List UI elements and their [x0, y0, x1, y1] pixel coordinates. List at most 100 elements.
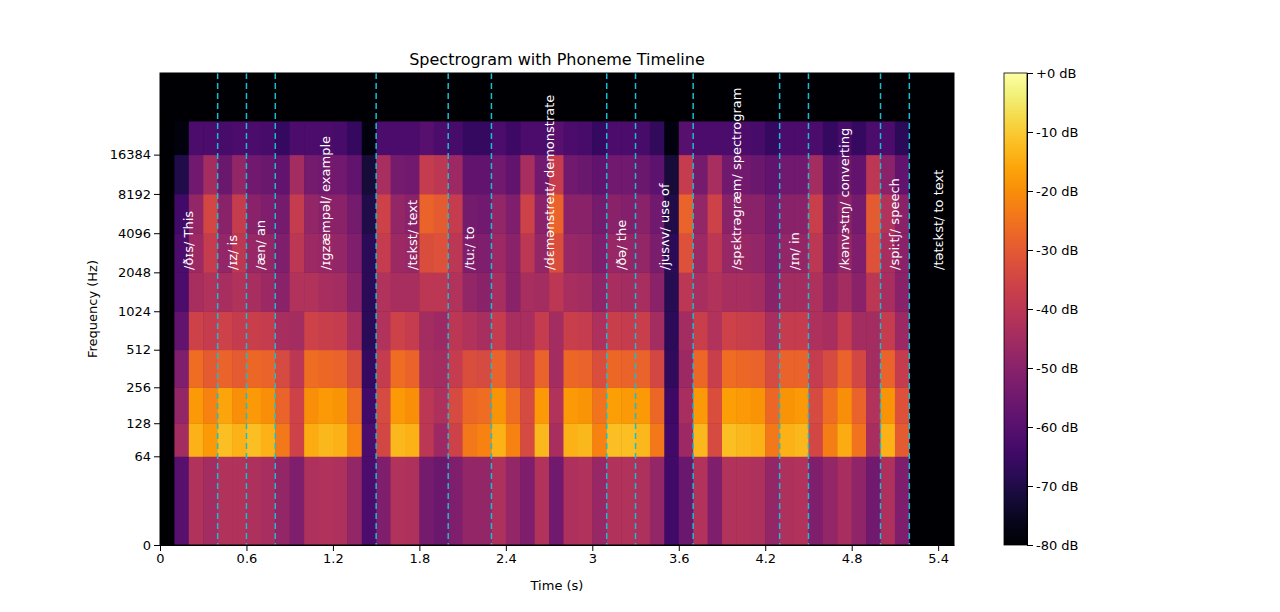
- spectrogram-cell: [391, 456, 406, 545]
- x-tick-label: 0: [156, 551, 164, 566]
- spectrogram-cell: [780, 387, 795, 423]
- spectrogram-cell: [174, 121, 189, 155]
- colorbar-tick: -40 dB: [1027, 302, 1079, 317]
- spectrogram-cell: [419, 387, 434, 423]
- x-tick: 3: [589, 545, 597, 566]
- spectrogram-cell: [549, 423, 564, 457]
- colorbar-axis: +0 dB-10 dB-20 dB-30 dB-40 dB-50 dB-60 d…: [1027, 66, 1079, 553]
- spectrogram-cell: [708, 233, 723, 273]
- spectrogram-cell: [405, 456, 420, 545]
- spectrogram-cell: [477, 387, 492, 423]
- spectrogram-cell: [751, 387, 766, 423]
- spectrogram-cell: [261, 456, 276, 545]
- spectrogram-cell: [347, 194, 362, 234]
- spectrogram-cell: [794, 155, 809, 195]
- spectrogram-cell: [664, 387, 679, 423]
- spectrogram-cell: [434, 194, 449, 234]
- spectrogram-cell: [376, 272, 391, 311]
- spectrogram-cell: [751, 456, 766, 545]
- spectrogram-cell: [347, 423, 362, 457]
- y-tick-mark: [154, 272, 160, 273]
- spectrogram-cell: [491, 121, 506, 155]
- spectrogram-cell: [419, 311, 434, 350]
- spectrogram-cell: [376, 350, 391, 388]
- spectrogram-cell: [592, 121, 607, 155]
- spectrogram-cell: [160, 121, 175, 155]
- spectrogram-cell: [650, 456, 665, 545]
- spectrogram-cell: [160, 233, 175, 273]
- spectrogram-cell: [765, 456, 780, 545]
- y-tick: 1024: [118, 304, 160, 319]
- colorbar-tick-label: -50 dB: [1036, 361, 1079, 376]
- spectrogram-cell: [837, 387, 852, 423]
- spectrogram-cell: [679, 272, 694, 311]
- x-tick-label: 4.8: [842, 551, 863, 566]
- spectrogram-cell: [319, 423, 334, 457]
- spectrogram-cell: [347, 155, 362, 195]
- spectrogram-cell: [376, 233, 391, 273]
- spectrogram-cell: [203, 194, 218, 234]
- spectrogram-cell: [938, 423, 953, 457]
- spectrogram-cell: [751, 121, 766, 155]
- spectrogram-cell: [304, 423, 319, 457]
- spectrogram-cell: [636, 456, 651, 545]
- colorbar-tick: -20 dB: [1027, 184, 1079, 199]
- spectrogram-cell: [909, 155, 924, 195]
- phoneme-label: /ðɪs/ This: [181, 211, 196, 270]
- spectrogram-cell: [506, 387, 521, 423]
- spectrogram-cell: [808, 194, 823, 234]
- spectrogram-cell: [679, 121, 694, 155]
- spectrogram-cell: [333, 272, 348, 311]
- spectrogram-cell: [866, 423, 881, 457]
- y-tick-mark: [154, 387, 160, 388]
- spectrogram-cell: [592, 311, 607, 350]
- spectrogram-cell: [866, 272, 881, 311]
- spectrogram-cell: [895, 423, 910, 457]
- spectrogram-cell: [463, 311, 478, 350]
- spectrogram-cell: [808, 121, 823, 155]
- spectrogram-cell: [722, 387, 737, 423]
- y-tick-mark: [154, 311, 160, 312]
- spectrogram-cell: [938, 350, 953, 388]
- spectrogram-cell: [232, 423, 247, 457]
- colorbar-tick: -10 dB: [1027, 125, 1079, 140]
- colorbar-tick-mark: [1027, 191, 1033, 192]
- colorbar-tick-label: -10 dB: [1036, 125, 1079, 140]
- spectrogram-cell: [636, 311, 651, 350]
- spectrogram-cell: [938, 456, 953, 545]
- colorbar-tick-label: +0 dB: [1036, 66, 1076, 81]
- spectrogram-cell: [607, 272, 622, 311]
- spectrogram-cell: [592, 194, 607, 234]
- spectrogram-cell: [780, 272, 795, 311]
- spectrogram-cell: [693, 423, 708, 457]
- spectrogram-cell: [765, 423, 780, 457]
- spectrogram-cell: [405, 272, 420, 311]
- x-tick: 4.2: [755, 545, 776, 566]
- x-tick-mark: [419, 545, 420, 551]
- spectrogram-cell: [246, 350, 261, 388]
- phoneme-boundary: [606, 73, 608, 545]
- spectrogram-cell: [808, 155, 823, 195]
- colorbar-tick-label: -80 dB: [1036, 538, 1079, 553]
- spectrogram-cell: [808, 272, 823, 311]
- spectrogram-cell: [578, 272, 593, 311]
- spectrogram-cell: [520, 311, 535, 350]
- spectrogram-cell: [650, 350, 665, 388]
- spectrogram-cell: [319, 311, 334, 350]
- spectrogram-cell: [808, 423, 823, 457]
- spectrogram-cell: [405, 155, 420, 195]
- x-tick-mark: [938, 545, 939, 551]
- spectrogram-cell: [693, 350, 708, 388]
- phoneme-label: /spiːtʃ/ speech: [887, 178, 902, 270]
- spectrogram-cell: [419, 121, 434, 155]
- spectrogram-cell: [506, 350, 521, 388]
- spectrogram-cell: [463, 423, 478, 457]
- spectrogram-cell: [881, 350, 896, 388]
- spectrogram-cell: [736, 272, 751, 311]
- spectrogram-cell: [419, 423, 434, 457]
- spectrogram-cell: [823, 233, 838, 273]
- spectrogram-cell: [708, 121, 723, 155]
- spectrogram-cell: [419, 272, 434, 311]
- colorbar-tick-label: -40 dB: [1036, 302, 1079, 317]
- spectrogram-cell: [823, 155, 838, 195]
